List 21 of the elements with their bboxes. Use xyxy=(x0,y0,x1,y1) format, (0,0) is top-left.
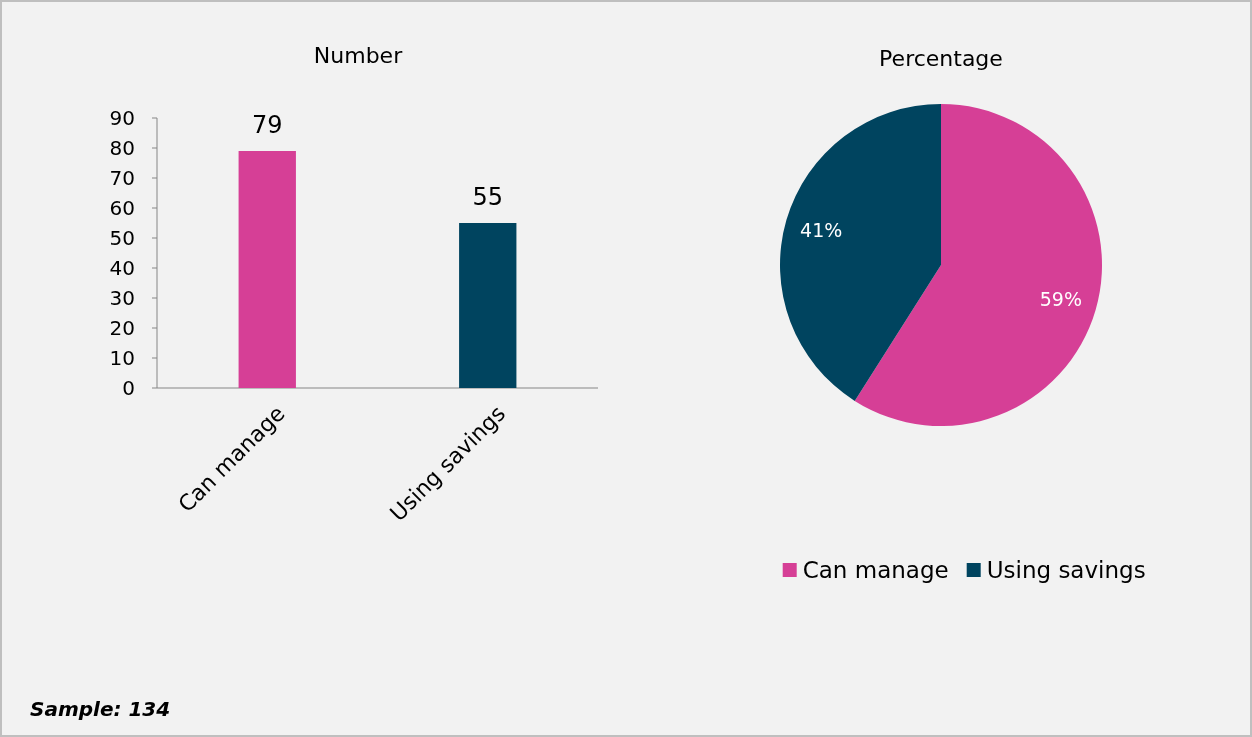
y-tick-label: 60 xyxy=(109,196,135,220)
y-tick-label: 90 xyxy=(109,106,135,130)
y-tick-label: 0 xyxy=(122,376,135,400)
pie-slice xyxy=(780,104,941,401)
y-tick-label: 30 xyxy=(109,286,135,310)
data-label: 59% xyxy=(1039,288,1082,311)
y-tick-label: 40 xyxy=(109,256,135,280)
data-label: 55 xyxy=(472,183,504,211)
y-tick-label: 50 xyxy=(109,226,135,250)
data-label: 79 xyxy=(251,111,283,139)
y-tick-label: 10 xyxy=(109,346,135,370)
data-label: 41% xyxy=(800,218,843,241)
chart-title: Number xyxy=(313,43,404,68)
chart-title: Percentage xyxy=(879,46,1003,71)
y-tick-label: 20 xyxy=(109,316,135,340)
y-tick-label: 80 xyxy=(109,136,135,160)
pie-slice xyxy=(854,104,1102,426)
legend-label: Can manage xyxy=(802,557,949,584)
text: Sample: 134 xyxy=(30,697,171,721)
y-tick-label: 70 xyxy=(109,166,135,190)
legend-label: Using savings xyxy=(986,557,1146,584)
